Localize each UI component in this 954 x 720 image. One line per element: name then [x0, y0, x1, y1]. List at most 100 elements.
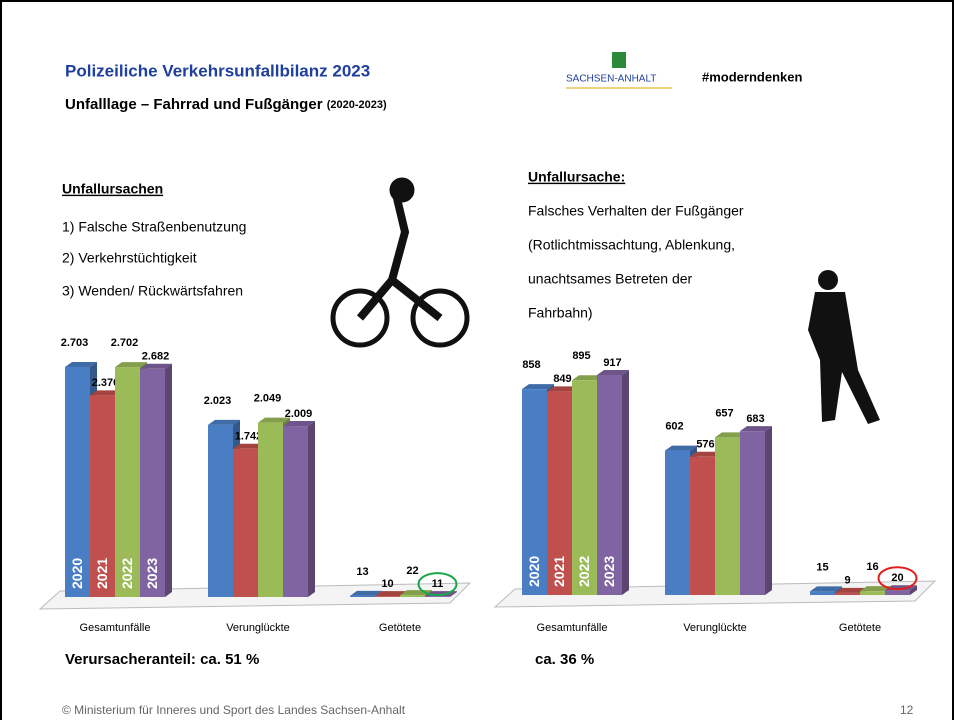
bar-top	[233, 443, 265, 449]
series-name: 2020	[69, 558, 85, 589]
page-number: 12	[900, 703, 914, 717]
bar-front	[860, 591, 885, 595]
bar-side	[910, 585, 917, 595]
bar	[283, 421, 315, 597]
bar-top	[860, 586, 892, 592]
series-name: 2023	[144, 558, 160, 589]
bar-front	[425, 596, 450, 597]
chart-note: Verursacheranteil: ca. 51 %	[65, 651, 259, 668]
logo-crest	[612, 52, 626, 68]
bar-front	[90, 395, 115, 597]
bar-top	[810, 586, 842, 592]
value-label: 895	[572, 350, 590, 362]
value-label: 9	[844, 575, 850, 587]
series-name: 2022	[576, 556, 592, 587]
hashtag: #moderndenken	[702, 69, 802, 84]
bar-top	[597, 370, 629, 375]
left-item: 2) Verkehrstüchtigkeit	[62, 250, 197, 266]
bar-front	[65, 367, 90, 597]
value-label: 22	[406, 565, 418, 577]
bar-side	[308, 421, 315, 597]
chart-note: ca. 36 %	[535, 651, 594, 668]
highlight-circle	[417, 572, 458, 597]
value-label: 2.009	[285, 408, 313, 420]
bar-front	[835, 592, 860, 595]
value-label: 2.049	[254, 393, 282, 405]
bar-top	[690, 451, 722, 457]
bar-front	[715, 437, 740, 595]
value-label: 2.682	[142, 351, 170, 363]
x-tick-label: Getötete	[839, 622, 881, 634]
logo-text: SACHSEN-ANHALT	[566, 74, 656, 85]
value-label: 683	[746, 413, 764, 425]
bar-front	[597, 375, 622, 595]
bar-top	[65, 362, 97, 367]
bar-top	[350, 590, 382, 596]
left-item: 1) Falsche Straßenbenutzung	[62, 219, 246, 235]
pedestrian-silhouette	[808, 270, 880, 424]
value-label: 15	[816, 561, 828, 573]
right-heading: Unfallursache:	[528, 169, 625, 185]
value-label: 20	[891, 572, 903, 584]
series-name: 2023	[601, 556, 617, 587]
bar-top	[375, 591, 407, 597]
bar-top	[208, 419, 240, 425]
x-tick-label: Verunglückte	[226, 622, 290, 634]
bar-top	[835, 587, 867, 593]
copyright: © Ministerium für Inneres und Sport des …	[62, 703, 406, 717]
bar-front	[208, 424, 233, 597]
subtitle-note: (2020-2023)	[327, 99, 387, 111]
bar-front	[115, 367, 140, 597]
bar-front	[258, 422, 283, 597]
bar-front	[810, 591, 835, 595]
x-tick-label: Gesamtunfälle	[80, 622, 151, 634]
value-label: 2.370	[92, 377, 120, 389]
value-label: 13	[356, 566, 368, 578]
bar-top	[140, 363, 172, 369]
bar-front	[140, 368, 165, 597]
series-name: 2022	[119, 558, 135, 589]
bar-front	[572, 380, 597, 595]
value-label: 2.023	[204, 395, 232, 407]
bar-front	[885, 590, 910, 595]
bar	[140, 363, 172, 597]
series-name: 2021	[94, 558, 110, 589]
bar-front	[233, 448, 258, 597]
bar-front	[522, 389, 547, 595]
bar-side	[450, 591, 457, 597]
x-tick-label: Getötete	[379, 622, 421, 634]
value-label: 2.703	[61, 337, 89, 349]
bar-top	[258, 417, 290, 423]
subtitle: Unfalllage – Fahrrad und Fußgänger (2020…	[65, 96, 387, 113]
bar-front	[400, 595, 425, 597]
right-line: Falsches Verhalten der Fußgänger	[528, 203, 744, 219]
bar-side	[165, 363, 172, 597]
bar-top	[715, 432, 747, 438]
bar-top	[522, 384, 554, 390]
bar-top	[115, 362, 147, 368]
bar-side	[765, 426, 772, 595]
left-heading: Unfallursachen	[62, 181, 163, 197]
bar	[597, 370, 629, 595]
cyclist-silhouette	[330, 177, 470, 348]
bar-top	[740, 426, 772, 432]
series-name: 2020	[526, 556, 542, 587]
bar-front	[740, 431, 765, 595]
bar	[740, 426, 772, 595]
title: Polizeiliche Verkehrsunfallbilanz 2023	[65, 61, 370, 80]
x-tick-label: Gesamtunfälle	[537, 622, 608, 634]
subtitle-main: Unfalllage – Fahrrad und Fußgänger	[65, 96, 323, 113]
value-label: 602	[665, 420, 683, 432]
value-label: 2.702	[111, 337, 139, 349]
value-label: 11	[432, 578, 444, 590]
left-item: 3) Wenden/ Rückwärtsfahren	[62, 283, 243, 299]
bar-top	[283, 421, 315, 427]
value-label: 849	[553, 373, 571, 385]
bar-front	[665, 450, 690, 595]
x-tick-label: Verunglückte	[683, 622, 747, 634]
bar-top	[665, 445, 697, 451]
bar-front	[350, 595, 375, 597]
right-line: (Rotlichtmissachtung, Ablenkung,	[528, 237, 735, 253]
right-line: unachtsames Betreten der	[528, 271, 693, 287]
